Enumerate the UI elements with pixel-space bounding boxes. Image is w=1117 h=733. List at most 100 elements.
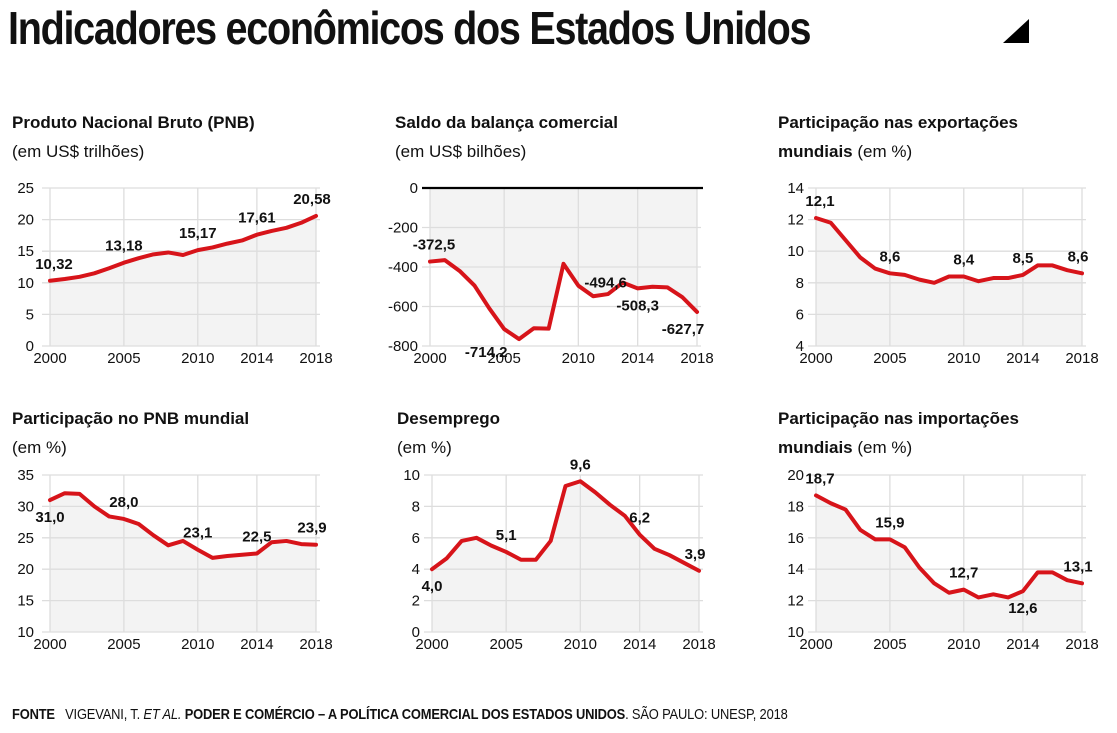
x-tick-label: 2014 [1006,350,1039,367]
y-tick-label: 10 [787,243,804,260]
chart-subtitle: (em %) [12,438,67,457]
series-line [48,491,318,560]
x-tick-label: 2014 [1006,636,1039,653]
y-tick-label: 15 [17,243,34,260]
x-tick-label: 2005 [873,636,906,653]
data-label: 13,18 [105,238,143,255]
data-label: 18,7 [805,470,834,487]
chart-subtitle: (em %) [397,438,452,457]
area-fill [50,215,316,346]
x-tick-label: 2005 [873,350,906,367]
data-label: 8,6 [1068,248,1089,265]
chart-title: Produto Nacional Bruto (PNB) [12,113,255,132]
main-title: Indicadores econômicos dos Estados Unido… [8,2,812,54]
chart-subtitle: (em US$ bilhões) [395,142,526,161]
x-tick-label: 2018 [299,636,332,653]
x-tick-label: 2000 [799,636,832,653]
data-label: 13,1 [1063,558,1092,575]
chart-subtitle: mundiais (em %) [778,438,912,457]
y-tick-label: -800 [388,338,418,355]
y-tick-label: 25 [17,530,34,547]
series-line [814,493,1084,600]
x-tick-label: 2014 [240,636,273,653]
series-line [430,479,701,573]
data-label: -627,7 [662,321,705,338]
series-line [428,258,699,342]
chart-subtitle-bold: mundiais [778,142,853,161]
y-tick-label: 10 [787,624,804,641]
y-tick-label: 15 [17,593,34,610]
y-tick-label: 2 [412,593,420,610]
y-tick-label: 30 [17,498,34,515]
triangle-icon [1003,19,1029,43]
x-tick-label: 2000 [415,636,448,653]
y-tick-label: 8 [796,275,804,292]
y-tick-label: 16 [787,530,804,547]
source-work: PODER E COMÉRCIO – A POLÍTICA COMERCIAL … [184,706,626,723]
data-label: 12,6 [1008,600,1037,617]
data-label: 23,9 [297,520,326,537]
data-label: 15,17 [179,225,217,242]
chart-subtitle-unit: (em %) [853,438,913,457]
chart-2: Saldo da balança comercial (em US$ bilhõe… [388,113,714,367]
chart-title: Participação nas importações [778,409,1019,428]
chart-5: Desemprego (em %) 0 2 4 6 8 10 2000 2005 2010 2014 2… [397,409,716,653]
x-tick-label: 2000 [33,636,66,653]
x-tick-label: 2010 [947,636,980,653]
y-tick-label: 0 [410,180,418,197]
data-label: -372,5 [413,237,456,254]
x-tick-label: 2005 [487,350,520,367]
source-label: FONTE [12,706,55,723]
x-tick-label: 2000 [33,350,66,367]
source-etal: ET AL. [143,706,182,723]
x-tick-label: 2014 [621,350,654,367]
data-label: 15,9 [875,514,904,531]
x-tick-label: 2010 [181,350,214,367]
x-tick-label: 2010 [947,350,980,367]
x-tick-label: 2018 [299,350,332,367]
x-tick-label: 2000 [413,350,446,367]
y-tick-label: 12 [787,593,804,610]
chart-1: Produto Nacional Bruto (PNB) (em US$ tril… [12,113,333,367]
data-label: 9,6 [570,456,591,473]
source-publisher: . SÃO PAULO: UNESP, 2018 [625,706,788,723]
x-tick-label: 2010 [564,636,597,653]
y-tick-label: 6 [796,306,804,323]
data-label: 31,0 [35,509,64,526]
data-label: 8,5 [1012,250,1033,267]
chart-subtitle: mundiais (em %) [778,142,912,161]
y-tick-label: 14 [787,180,804,197]
x-tick-label: 2018 [682,636,715,653]
y-tick-label: 0 [412,624,420,641]
x-tick-label: 2014 [240,350,273,367]
data-label: 12,7 [949,565,978,582]
source-author: VIGEVANI, T. [65,706,140,723]
y-tick-label: 18 [787,498,804,515]
y-tick-label: -600 [388,299,418,316]
y-tick-label: 10 [17,624,34,641]
data-label: 23,1 [183,525,212,542]
chart-title: Participação nas exportações [778,113,1018,132]
data-label: 10,32 [35,256,73,273]
chart-subtitle: (em US$ trilhões) [12,142,144,161]
data-label: 22,5 [242,529,271,546]
chart-6: Participação nas importações mundiais (em… [778,409,1099,653]
chart-title: Saldo da balança comercial [395,113,618,132]
data-label: -494,6 [584,275,627,292]
x-tick-label: 2014 [623,636,656,653]
data-label: 12,1 [805,193,834,210]
y-tick-label: 20 [787,467,804,484]
y-tick-label: 6 [412,530,420,547]
x-tick-label: 2000 [799,350,832,367]
x-tick-label: 2005 [489,636,522,653]
data-label: 8,4 [953,251,975,268]
y-tick-label: -400 [388,259,418,276]
y-tick-label: 4 [412,561,420,578]
chart-title: Participação no PNB mundial [12,409,249,428]
area-fill [50,493,316,632]
chart-4: Participação no PNB mundial (em %) 10 15 20 2… [12,409,333,653]
y-tick-label: 12 [787,212,804,229]
y-tick-label: 10 [403,467,420,484]
x-tick-label: 2018 [1065,636,1098,653]
